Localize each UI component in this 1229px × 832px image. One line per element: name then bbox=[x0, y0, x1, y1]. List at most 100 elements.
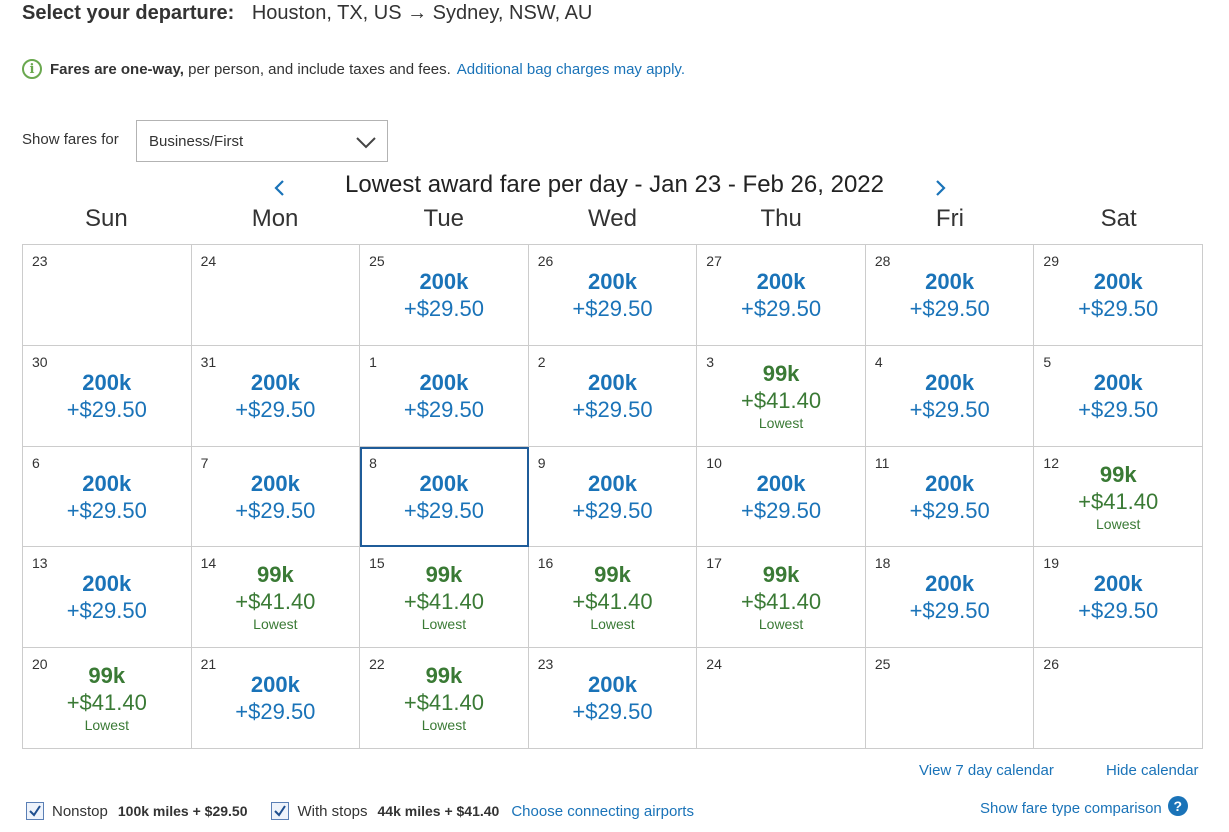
fare-taxes: +$29.50 bbox=[235, 396, 316, 422]
fare-block: 200k +$29.50 bbox=[360, 268, 528, 322]
fare-block: 200k +$29.50 bbox=[360, 470, 528, 524]
fare-taxes: +$41.40 bbox=[403, 690, 484, 716]
calendar-day-cell[interactable]: 5 200k +$29.50 bbox=[1034, 345, 1203, 447]
day-number: 17 bbox=[706, 555, 722, 572]
fare-miles: 200k bbox=[588, 470, 637, 496]
calendar-day-cell[interactable]: 9 200k +$29.50 bbox=[528, 446, 698, 548]
day-number: 25 bbox=[874, 656, 891, 673]
fare-block: 99k +$41.40 Lowest bbox=[360, 662, 528, 734]
fare-block: 200k +$29.50 bbox=[866, 268, 1034, 322]
calendar-day-cell[interactable]: 25 200k +$29.50 bbox=[360, 245, 529, 346]
calendar-day-cell[interactable]: 20 99k +$41.40 Lowest bbox=[23, 648, 192, 749]
nonstop-checkbox[interactable] bbox=[26, 802, 44, 820]
calendar-day-cell[interactable]: 4 200k +$29.50 bbox=[865, 345, 1035, 447]
fare-type-comparison-label: Show fare type comparison bbox=[980, 800, 1162, 817]
calendar-day-cell[interactable]: 12 99k +$41.40 Lowest bbox=[1034, 446, 1203, 548]
fare-block: 200k +$29.50 bbox=[192, 470, 360, 524]
day-number: 30 bbox=[32, 353, 48, 370]
calendar-day-cell[interactable]: 3 99k +$41.40 Lowest bbox=[697, 345, 866, 447]
dow-fri: Fri bbox=[935, 205, 964, 232]
next-month-arrow[interactable] bbox=[930, 176, 950, 200]
day-number: 4 bbox=[874, 353, 883, 370]
choose-connecting-airports-link[interactable]: Choose connecting airports bbox=[511, 802, 694, 820]
fare-taxes: +$29.50 bbox=[403, 497, 484, 523]
calendar-day-cell[interactable]: 16 99k +$41.40 Lowest bbox=[528, 547, 698, 649]
dow-tue: Tue bbox=[423, 205, 465, 232]
fare-miles: 99k bbox=[256, 562, 294, 588]
calendar-day-cell[interactable]: 23 200k +$29.50 bbox=[528, 648, 698, 749]
fare-miles: 99k bbox=[1099, 461, 1137, 487]
fare-taxes: +$29.50 bbox=[235, 497, 316, 523]
help-icon[interactable]: ? bbox=[1167, 795, 1188, 816]
day-number: 7 bbox=[200, 454, 209, 471]
calendar-day-cell[interactable]: 14 99k +$41.40 Lowest bbox=[191, 547, 361, 649]
departure-label: Select your departure: bbox=[22, 2, 235, 24]
fare-block: 200k +$29.50 bbox=[360, 369, 528, 423]
calendar-day-cell[interactable]: 30 200k +$29.50 bbox=[23, 345, 192, 447]
with-stops-checkbox[interactable] bbox=[271, 802, 290, 820]
lowest-fare-badge: Lowest bbox=[84, 717, 129, 734]
view-7-day-calendar-link[interactable]: View 7 day calendar bbox=[919, 762, 1054, 779]
previous-month-arrow[interactable] bbox=[270, 176, 290, 200]
fare-miles: 200k bbox=[419, 369, 469, 395]
fare-taxes: +$41.40 bbox=[403, 589, 484, 615]
fare-info-bold: Fares are one-way, bbox=[50, 60, 184, 78]
day-number: 26 bbox=[1043, 656, 1059, 673]
fare-miles: 200k bbox=[82, 470, 132, 496]
day-number: 3 bbox=[706, 353, 715, 370]
chevron-down-icon bbox=[356, 137, 376, 149]
calendar-day-cell[interactable]: 31 200k +$29.50 bbox=[191, 345, 361, 447]
fare-block: 99k +$41.40 Lowest bbox=[529, 561, 697, 633]
day-number: 27 bbox=[706, 253, 722, 269]
day-number: 5 bbox=[1043, 353, 1052, 370]
calendar-day-cell[interactable]: 10 200k +$29.50 bbox=[697, 446, 866, 548]
fare-block: 99k +$41.40 Lowest bbox=[23, 662, 191, 734]
calendar-day-cell[interactable]: 26 200k +$29.50 bbox=[528, 245, 698, 346]
calendar-day-cell[interactable]: 27 200k +$29.50 bbox=[697, 245, 866, 346]
calendar-day-cell[interactable]: 6 200k +$29.50 bbox=[23, 446, 192, 548]
fare-block: 200k +$29.50 bbox=[23, 570, 191, 624]
calendar-day-cell[interactable]: 21 200k +$29.50 bbox=[191, 648, 361, 749]
fare-miles: 200k bbox=[419, 269, 469, 294]
fare-taxes: +$29.50 bbox=[66, 598, 147, 624]
with-stops-price: 44k miles + $41.40 bbox=[377, 803, 500, 819]
calendar-day-cell[interactable]: 2 200k +$29.50 bbox=[528, 345, 698, 447]
fare-type-selected: Business/First bbox=[149, 132, 244, 150]
calendar-day-cell[interactable]: 13 200k +$29.50 bbox=[23, 547, 192, 649]
calendar-day-cell[interactable]: 15 99k +$41.40 Lowest bbox=[360, 547, 529, 649]
day-number: 10 bbox=[706, 454, 722, 471]
fare-miles: 200k bbox=[588, 269, 637, 294]
fare-miles: 200k bbox=[250, 369, 300, 395]
calendar-day-cell[interactable]: 1 200k +$29.50 bbox=[360, 345, 529, 447]
fare-miles: 200k bbox=[925, 571, 975, 597]
fare-miles: 200k bbox=[925, 470, 975, 496]
fare-block: 200k +$29.50 bbox=[529, 369, 697, 423]
hide-calendar-link[interactable]: Hide calendar bbox=[1106, 762, 1199, 779]
fare-info-notice: i Fares are one-way, per person, and inc… bbox=[22, 59, 685, 79]
bag-charges-link[interactable]: Additional bag charges may apply. bbox=[456, 60, 685, 78]
day-number: 8 bbox=[369, 454, 377, 471]
calendar-day-cell-empty: 25 bbox=[865, 648, 1035, 749]
calendar-day-cell[interactable]: 8 200k +$29.50 bbox=[360, 446, 529, 548]
calendar-day-cell[interactable]: 29 200k +$29.50 bbox=[1034, 245, 1203, 346]
fare-taxes: +$29.50 bbox=[1078, 598, 1159, 624]
fare-type-comparison-link[interactable]: Show fare type comparison ? bbox=[980, 795, 1188, 817]
calendar-day-cell[interactable]: 17 99k +$41.40 Lowest bbox=[697, 547, 866, 649]
dow-sat: Sat bbox=[1100, 205, 1137, 232]
calendar-day-cell[interactable]: 11 200k +$29.50 bbox=[865, 446, 1035, 548]
page-title: Select your departure: Houston, TX, US →… bbox=[22, 2, 592, 25]
fare-type-dropdown[interactable]: Business/First bbox=[136, 120, 388, 162]
stop-filters: Nonstop 100k miles + $29.50 With stops 4… bbox=[26, 802, 694, 820]
fare-miles: 200k bbox=[1093, 369, 1143, 395]
calendar-day-cell[interactable]: 18 200k +$29.50 bbox=[865, 547, 1035, 649]
day-number: 6 bbox=[32, 454, 40, 471]
calendar-day-cell[interactable]: 22 99k +$41.40 Lowest bbox=[360, 648, 529, 749]
fare-taxes: +$29.50 bbox=[909, 497, 990, 523]
calendar-day-cell[interactable]: 7 200k +$29.50 bbox=[191, 446, 361, 548]
calendar-day-cell[interactable]: 19 200k +$29.50 bbox=[1034, 547, 1203, 649]
fare-miles: 200k bbox=[1093, 269, 1143, 294]
day-number: 24 bbox=[200, 253, 217, 269]
fare-block: 200k +$29.50 bbox=[529, 470, 697, 524]
calendar-day-cell[interactable]: 28 200k +$29.50 bbox=[865, 245, 1035, 346]
fare-miles: 200k bbox=[250, 470, 300, 496]
